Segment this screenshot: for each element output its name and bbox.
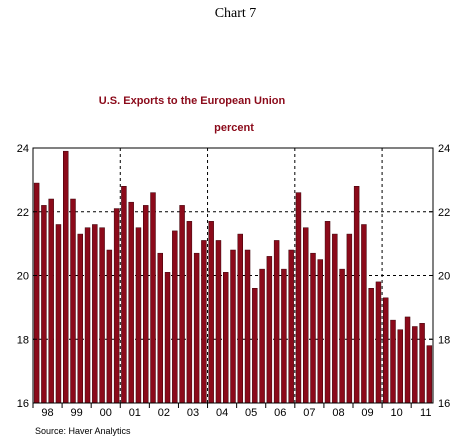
x-tick-label: 03 (187, 407, 199, 419)
bar (70, 198, 76, 404)
source-note: Source: Haver Analytics (35, 426, 131, 436)
bar (33, 182, 40, 404)
bar (361, 224, 367, 404)
chart-title: U.S. Exports to the European Union (99, 95, 286, 107)
x-tick-label: 02 (158, 407, 170, 419)
bar (397, 329, 403, 404)
bar (375, 281, 382, 404)
y-tick-label-right: 24 (438, 143, 450, 155)
bar (244, 249, 251, 404)
y-tick-label-left: 24 (17, 143, 29, 155)
x-tick-label: 98 (41, 407, 53, 419)
y-tick-label-left: 16 (17, 398, 29, 410)
bar (281, 268, 287, 404)
y-tick-label-right: 18 (438, 334, 450, 346)
y-tick-label-left: 22 (17, 207, 29, 219)
bar (106, 249, 113, 404)
bars (33, 150, 433, 404)
x-tick-label: 01 (129, 407, 141, 419)
bar (288, 249, 294, 404)
bar (208, 221, 214, 404)
bar (252, 288, 258, 404)
bar (383, 297, 389, 404)
bar (48, 198, 54, 404)
x-tick-label: 07 (303, 407, 315, 419)
axes: 16 16 18 18 20 20 22 22 24 24 98 99 00 01 02 03 04 05 06 07… (17, 143, 451, 419)
bar (310, 252, 316, 404)
bar (193, 252, 200, 404)
x-tick-label: 11 (420, 407, 431, 419)
bar (63, 150, 69, 404)
y-tick-label-left: 18 (17, 334, 29, 346)
bar (172, 230, 178, 404)
bar (128, 201, 134, 404)
bar (295, 192, 302, 404)
bar (412, 326, 418, 404)
bar (143, 205, 149, 404)
bar (215, 240, 222, 404)
bar (353, 186, 360, 404)
bar (150, 192, 156, 404)
bar (404, 316, 411, 404)
bar (113, 208, 120, 404)
y-tick-label-right: 20 (438, 271, 450, 283)
bar (303, 227, 309, 404)
x-tick-label: 99 (71, 407, 83, 419)
bar (317, 259, 323, 404)
bar (266, 256, 273, 404)
x-tick-label: 00 (100, 407, 112, 419)
bar (230, 249, 236, 404)
chart-subtitle: percent (214, 122, 254, 134)
bar (186, 221, 193, 404)
y-tick-label-left: 20 (17, 271, 29, 283)
bar (92, 224, 98, 404)
x-tick-label: 05 (245, 407, 257, 419)
bar (419, 323, 425, 404)
bar (201, 240, 207, 404)
bar (339, 268, 345, 404)
bar (179, 205, 185, 404)
page-header: Chart 7 (214, 6, 257, 21)
y-tick-label-right: 22 (438, 207, 450, 219)
bar (99, 227, 105, 404)
x-tick-label: 08 (332, 407, 344, 419)
bar (273, 240, 280, 404)
bar (332, 233, 338, 404)
bar (368, 288, 374, 404)
bar (346, 233, 353, 404)
bar (135, 227, 142, 404)
x-tick-label: 06 (274, 407, 286, 419)
bar (324, 221, 331, 404)
bar (77, 233, 83, 404)
x-tick-label: 10 (391, 407, 403, 419)
y-tick-label-right: 16 (438, 398, 450, 410)
bar (84, 227, 91, 404)
bar (41, 205, 47, 404)
bar (55, 224, 62, 404)
x-tick-label: 04 (216, 407, 228, 419)
bar (237, 233, 243, 404)
bar (121, 186, 127, 404)
bar (426, 345, 433, 404)
x-tick-label: 09 (361, 407, 373, 419)
bar (164, 272, 171, 404)
bar (157, 252, 163, 404)
bar (390, 319, 396, 404)
bar (259, 268, 265, 404)
bar (223, 272, 229, 404)
